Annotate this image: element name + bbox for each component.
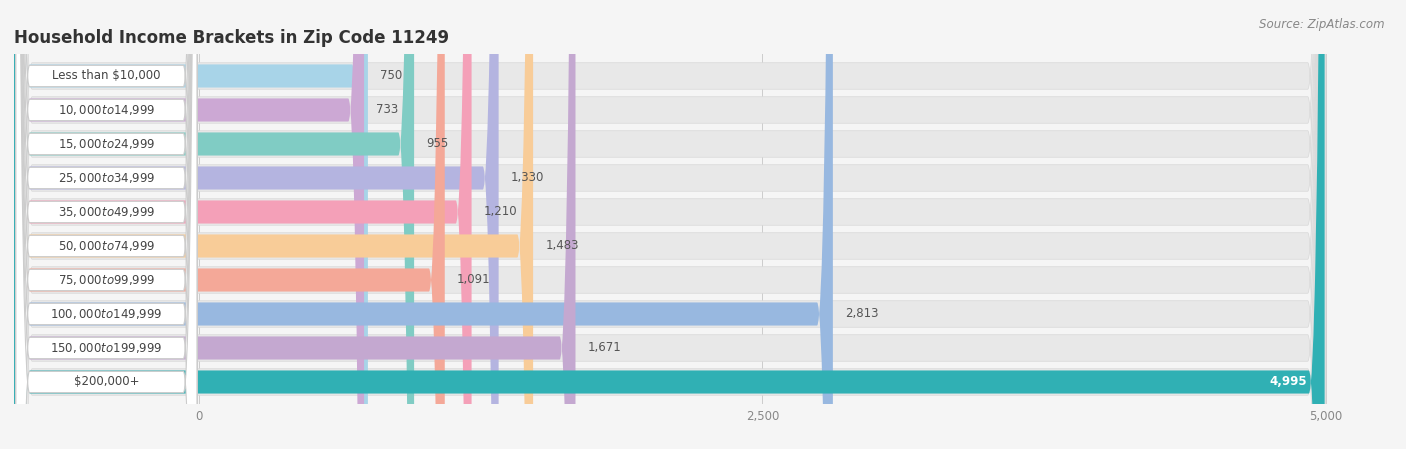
FancyBboxPatch shape xyxy=(15,0,197,449)
FancyBboxPatch shape xyxy=(14,0,1326,449)
FancyBboxPatch shape xyxy=(15,0,197,449)
FancyBboxPatch shape xyxy=(15,0,197,449)
FancyBboxPatch shape xyxy=(15,0,197,449)
Text: Source: ZipAtlas.com: Source: ZipAtlas.com xyxy=(1260,18,1385,31)
Text: $100,000 to $149,999: $100,000 to $149,999 xyxy=(51,307,163,321)
FancyBboxPatch shape xyxy=(15,0,197,449)
Text: 1,483: 1,483 xyxy=(546,239,579,252)
FancyBboxPatch shape xyxy=(14,0,368,449)
FancyBboxPatch shape xyxy=(14,0,832,449)
FancyBboxPatch shape xyxy=(15,0,197,449)
Text: 1,091: 1,091 xyxy=(457,273,491,286)
FancyBboxPatch shape xyxy=(14,0,444,449)
Text: Less than $10,000: Less than $10,000 xyxy=(52,70,160,83)
FancyBboxPatch shape xyxy=(14,0,1326,449)
FancyBboxPatch shape xyxy=(14,0,499,449)
Text: 4,995: 4,995 xyxy=(1270,375,1306,388)
FancyBboxPatch shape xyxy=(14,0,1326,449)
Text: Household Income Brackets in Zip Code 11249: Household Income Brackets in Zip Code 11… xyxy=(14,29,449,47)
FancyBboxPatch shape xyxy=(14,0,1326,449)
FancyBboxPatch shape xyxy=(14,0,1326,449)
FancyBboxPatch shape xyxy=(14,0,1326,449)
FancyBboxPatch shape xyxy=(14,0,575,449)
Text: 955: 955 xyxy=(426,137,449,150)
FancyBboxPatch shape xyxy=(14,0,533,449)
FancyBboxPatch shape xyxy=(15,0,197,449)
FancyBboxPatch shape xyxy=(14,0,1326,449)
FancyBboxPatch shape xyxy=(14,0,415,449)
Text: $75,000 to $99,999: $75,000 to $99,999 xyxy=(58,273,155,287)
FancyBboxPatch shape xyxy=(15,0,197,449)
FancyBboxPatch shape xyxy=(14,0,1324,449)
Text: 750: 750 xyxy=(380,70,402,83)
FancyBboxPatch shape xyxy=(14,0,1326,449)
Text: 2,813: 2,813 xyxy=(845,308,879,321)
Text: 1,210: 1,210 xyxy=(484,206,517,219)
FancyBboxPatch shape xyxy=(14,0,1326,449)
Text: $10,000 to $14,999: $10,000 to $14,999 xyxy=(58,103,155,117)
FancyBboxPatch shape xyxy=(14,0,364,449)
Text: 733: 733 xyxy=(377,103,399,116)
Text: $25,000 to $34,999: $25,000 to $34,999 xyxy=(58,171,155,185)
Text: 1,671: 1,671 xyxy=(588,342,621,355)
FancyBboxPatch shape xyxy=(15,0,197,449)
Text: $50,000 to $74,999: $50,000 to $74,999 xyxy=(58,239,155,253)
Text: $150,000 to $199,999: $150,000 to $199,999 xyxy=(51,341,163,355)
FancyBboxPatch shape xyxy=(14,0,1326,449)
FancyBboxPatch shape xyxy=(15,0,197,449)
Text: $200,000+: $200,000+ xyxy=(73,375,139,388)
Text: 1,330: 1,330 xyxy=(510,172,544,185)
Text: $35,000 to $49,999: $35,000 to $49,999 xyxy=(58,205,155,219)
FancyBboxPatch shape xyxy=(14,0,471,449)
Text: $15,000 to $24,999: $15,000 to $24,999 xyxy=(58,137,155,151)
